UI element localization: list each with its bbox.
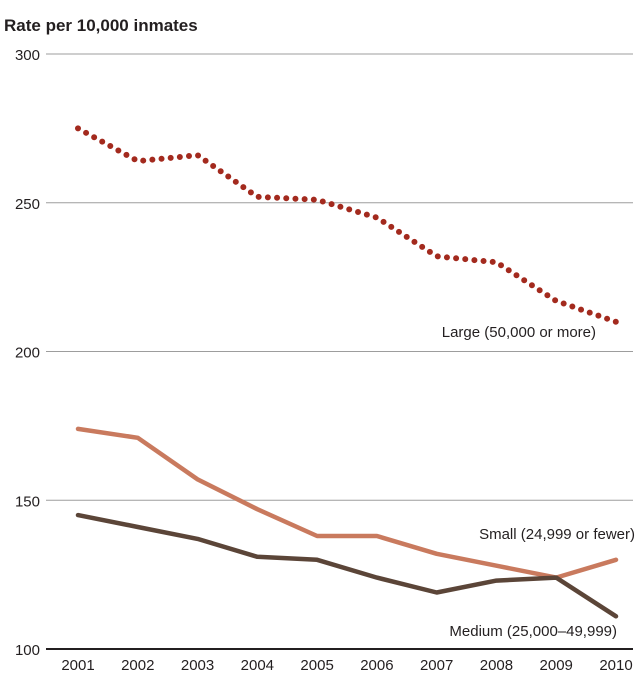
x-tick-label: 2005 [300,657,333,674]
series-line-large [75,125,619,325]
x-tick-label: 2009 [540,657,573,674]
x-tick-label: 2001 [61,657,94,674]
x-tick-label: 2004 [241,657,274,674]
series-label-medium: Medium (25,000–49,999) [449,623,617,640]
series-label-large: Large (50,000 or more) [442,324,596,341]
series-labels: Large (50,000 or more) Small (24,999 or f… [442,324,635,640]
x-tick-label: 2007 [420,657,453,674]
y-tick-label: 200 [15,345,40,362]
x-tick-labels: 2001 2002 2003 2004 2005 2006 2007 2008 2009 2010 [61,657,632,674]
y-tick-labels: 100 150 200 250 300 [15,47,40,659]
series-line-medium [75,512,619,619]
y-tick-label: 250 [15,196,40,213]
y-tick-label: 300 [15,47,40,64]
x-tick-label: 2010 [599,657,632,674]
x-tick-label: 2008 [480,657,513,674]
series-line-small [75,426,619,580]
gridlines [46,53,633,650]
y-tick-label: 150 [15,493,40,510]
y-tick-label: 100 [15,642,40,659]
series-label-small: Small (24,999 or fewer) [479,526,635,543]
series-lines [75,125,619,619]
y-axis-label: Rate per 10,000 inmates [4,16,198,35]
x-tick-label: 2003 [181,657,214,674]
x-tick-label: 2006 [360,657,393,674]
x-tick-label: 2002 [121,657,154,674]
